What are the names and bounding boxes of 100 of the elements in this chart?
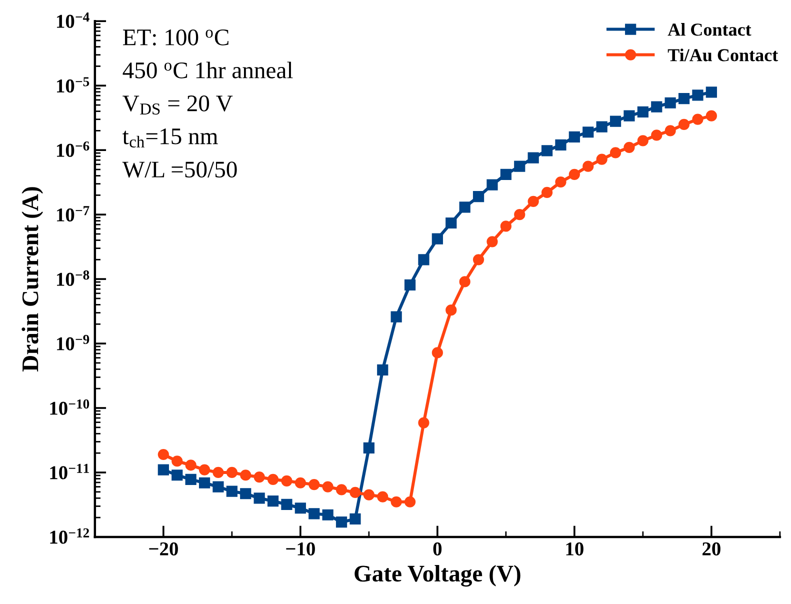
point	[514, 160, 526, 172]
point	[637, 135, 648, 146]
point	[446, 304, 457, 316]
point	[459, 202, 470, 213]
legend-label: Al Contact	[668, 23, 752, 36]
x-tick-label: −10	[286, 542, 315, 556]
point	[528, 152, 539, 164]
point	[363, 489, 374, 500]
point	[486, 236, 498, 248]
x-tick-label: 10	[566, 542, 584, 556]
legend-label: Ti/Au Contact	[668, 48, 778, 62]
point	[706, 110, 717, 122]
point	[432, 233, 443, 244]
point	[185, 474, 196, 485]
point	[336, 484, 348, 496]
point	[596, 121, 608, 132]
point	[692, 90, 704, 101]
point	[212, 466, 224, 478]
y-tick-label: 10$^{−9}$	[57, 334, 90, 350]
point	[651, 101, 662, 112]
point	[568, 168, 580, 180]
point	[404, 279, 416, 291]
point	[664, 97, 676, 108]
point	[281, 475, 292, 486]
point	[459, 276, 470, 288]
point	[651, 130, 662, 141]
point	[568, 131, 580, 142]
point	[308, 478, 320, 490]
point	[377, 491, 388, 502]
point	[637, 106, 648, 118]
point	[610, 116, 622, 127]
y-tick-label: 10$^{−7}$	[57, 206, 90, 222]
point	[254, 471, 265, 483]
annotation: t$_{ch}$=15 nm	[122, 128, 218, 148]
point	[294, 502, 306, 514]
annotation: V$_{DS}$ = 20 V	[122, 95, 233, 115]
point	[212, 481, 224, 492]
point	[486, 179, 498, 190]
point	[322, 481, 334, 492]
point	[472, 191, 484, 202]
y-tick-label: 10$^{−6}$	[57, 141, 90, 157]
point	[624, 110, 635, 122]
x-tick-label: −20	[149, 542, 178, 556]
point	[198, 477, 210, 488]
annotation: W/L =50/50	[122, 162, 237, 178]
point	[514, 209, 526, 220]
point	[664, 125, 676, 136]
point	[500, 220, 512, 232]
point	[500, 168, 512, 180]
point	[254, 492, 265, 504]
point	[172, 470, 183, 481]
point	[582, 126, 594, 138]
point	[267, 474, 279, 485]
point	[404, 496, 416, 508]
point	[692, 114, 704, 125]
point	[541, 145, 553, 156]
point	[610, 147, 622, 158]
x-tick-label: 0	[433, 542, 442, 556]
point	[322, 509, 334, 520]
point	[706, 86, 717, 98]
point	[678, 93, 690, 104]
point	[240, 470, 252, 481]
point	[418, 417, 430, 428]
annotation: 450 $^{o}$C 1hr anneal	[122, 62, 293, 78]
point	[158, 448, 169, 460]
y-axis-title: Drain Current (A)	[22, 187, 44, 372]
point	[555, 139, 566, 151]
point	[596, 154, 608, 165]
point	[418, 254, 430, 266]
x-axis-title: Gate Voltage (V)	[354, 565, 520, 587]
point	[446, 217, 457, 229]
point	[363, 442, 374, 454]
point	[678, 118, 690, 130]
point	[390, 496, 402, 508]
point	[308, 508, 320, 520]
point	[185, 460, 196, 471]
point	[582, 160, 594, 172]
y-tick-label: 10$^{−4}$	[57, 12, 90, 28]
point	[350, 513, 361, 525]
point	[377, 364, 388, 376]
point	[226, 486, 238, 497]
point	[555, 176, 566, 188]
y-tick-label: 10$^{−12}$	[50, 528, 90, 544]
point	[294, 477, 306, 488]
y-tick-label: 10$^{−5}$	[57, 77, 90, 93]
point	[350, 486, 361, 498]
point	[541, 186, 553, 198]
y-tick-label: 10$^{−10}$	[50, 399, 90, 415]
point	[624, 142, 635, 153]
y-tick-label: 10$^{−11}$	[50, 464, 89, 480]
point	[198, 464, 210, 476]
x-tick-label: 20	[702, 542, 720, 556]
point	[472, 254, 484, 266]
point	[281, 498, 292, 510]
annotation: ET: 100 $^{o}$C	[123, 29, 228, 46]
point	[240, 488, 252, 500]
point	[267, 496, 279, 507]
point	[336, 516, 348, 528]
point	[158, 464, 169, 476]
point	[172, 456, 183, 467]
